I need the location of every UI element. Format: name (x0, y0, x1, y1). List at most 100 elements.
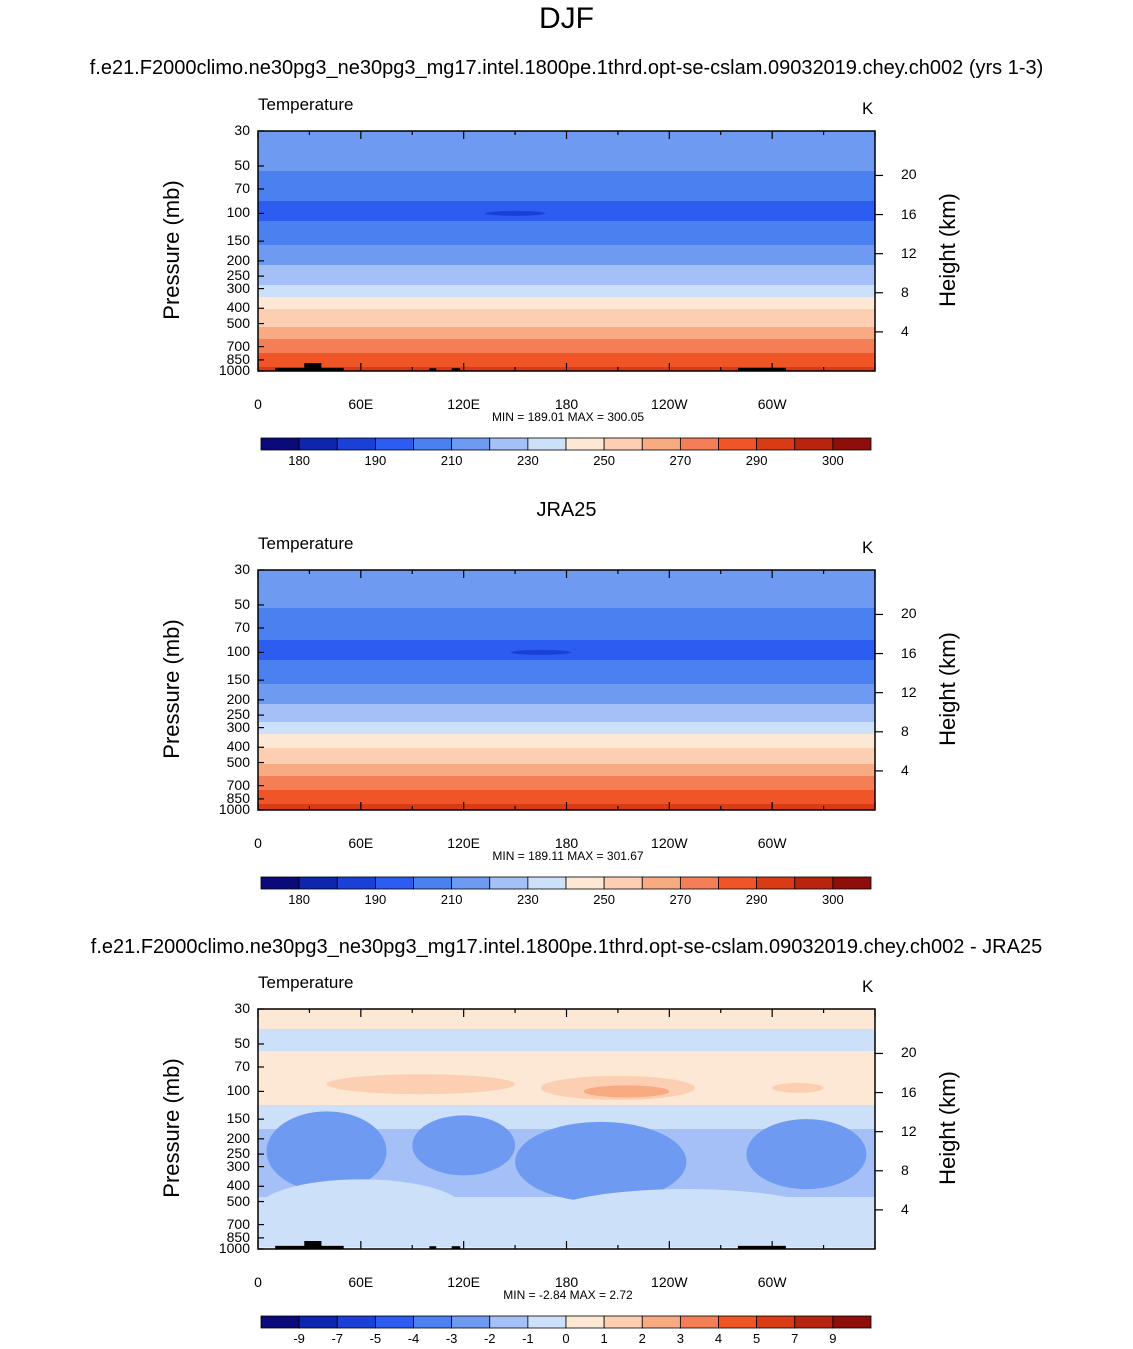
contour-band (258, 724, 875, 727)
contour-band (258, 1043, 875, 1046)
colorbar-label: 230 (517, 453, 539, 468)
contour-band (258, 311, 875, 314)
contour-band (258, 672, 875, 675)
colorbar-label: 300 (822, 892, 844, 907)
contour-band (258, 588, 875, 591)
pressure-tick-label: 250 (226, 1145, 250, 1162)
contour-band (258, 155, 875, 158)
contour-band (258, 341, 875, 344)
contour-band (258, 189, 875, 192)
contour-band (258, 163, 875, 166)
contour-band (258, 1109, 875, 1112)
lon-tick-label: 60W (757, 835, 787, 851)
colorbar-box (718, 1315, 758, 1329)
panel-1-plot (257, 130, 883, 372)
contour-band (258, 614, 875, 617)
contour-band (258, 147, 875, 150)
contour-band (258, 215, 875, 218)
contour-band (258, 688, 875, 691)
height-tick-label: 16 (901, 205, 917, 222)
panel-1-variable: Temperature (258, 95, 354, 114)
colorbar-box (260, 876, 300, 890)
contour-band (258, 620, 875, 623)
pressure-tick-label: 200 (226, 690, 250, 707)
pressure-tick-label: 50 (234, 595, 250, 612)
pressure-tick-label: 50 (234, 156, 250, 173)
contour-band (258, 1057, 875, 1060)
contour-band (258, 654, 875, 657)
contour-band (258, 792, 875, 795)
cold-spot (510, 649, 571, 655)
contour-band (258, 317, 875, 320)
colorbar-label: 3 (676, 1331, 684, 1346)
contour-band (258, 718, 875, 721)
colorbar-box (718, 437, 758, 451)
contour-band (258, 265, 875, 268)
contour-band (258, 1075, 875, 1078)
contour-band (258, 301, 875, 304)
contour-band (258, 626, 875, 629)
pressure-tick-label: 30 (234, 561, 250, 577)
colorbar-box (527, 437, 567, 451)
lon-tick-label: 120E (447, 1274, 480, 1290)
contour-band (258, 668, 875, 671)
colorbar-box (679, 1315, 719, 1329)
colorbar-box (565, 1315, 605, 1329)
contour-band (258, 670, 875, 673)
colorbar-label: 9 (829, 1331, 837, 1346)
contour-band (258, 149, 875, 152)
pressure-tick-label: 70 (234, 618, 250, 635)
contour-band (258, 1123, 875, 1126)
contour-band (258, 752, 875, 755)
contour-band (258, 742, 875, 745)
colorbar-label: 5 (753, 1331, 761, 1346)
contour-band (258, 616, 875, 619)
contour-band (258, 714, 875, 717)
contour-blob (326, 1074, 516, 1095)
contour-band (258, 694, 875, 697)
pressure-tick-label: 300 (226, 718, 250, 735)
colorbar-box (336, 1315, 376, 1329)
contour-band (258, 1099, 875, 1102)
contour-band (258, 217, 875, 220)
lon-tick-label: 0 (254, 396, 262, 412)
contour-band (258, 1055, 875, 1058)
contour-band (258, 261, 875, 264)
height-tick-label: 20 (901, 166, 917, 183)
pressure-tick-label: 700 (226, 776, 250, 793)
contour-band (258, 738, 875, 741)
contour-band (258, 662, 875, 665)
contour-band (258, 798, 875, 801)
contour-band (258, 1225, 875, 1228)
contour-band (258, 305, 875, 308)
contour-band (258, 1019, 875, 1022)
contour-band (258, 203, 875, 206)
contour-band (258, 584, 875, 587)
colorbar-box (413, 1315, 453, 1329)
contour-band (258, 1017, 875, 1020)
contour-band (258, 750, 875, 753)
pressure-tick-label: 70 (234, 1057, 250, 1074)
contour-band (258, 712, 875, 715)
colorbar-label: 4 (714, 1331, 723, 1346)
lon-tick-label: 120W (651, 1274, 688, 1290)
colorbar-label: 190 (364, 892, 387, 907)
colorbar-label: 180 (288, 453, 310, 468)
pressure-tick-label: 100 (226, 204, 250, 221)
lon-tick-label: 180 (554, 1274, 579, 1290)
pressure-tick-label: 1000 (218, 1240, 250, 1256)
contour-band (258, 1103, 875, 1106)
contour-blob (583, 1085, 670, 1098)
contour-band (258, 153, 875, 156)
contour-band (258, 720, 875, 723)
contour-band (258, 283, 875, 286)
pressure-axis-title: Pressure (mb) (159, 619, 184, 759)
contour-band (258, 764, 875, 767)
contour-band (258, 339, 875, 342)
panel-2-bands (258, 570, 875, 810)
pressure-tick-label: 700 (226, 337, 250, 354)
contour-band (258, 1049, 875, 1052)
colorbar-label: 270 (669, 453, 692, 468)
contour-band (258, 740, 875, 743)
contour-band (258, 199, 875, 202)
